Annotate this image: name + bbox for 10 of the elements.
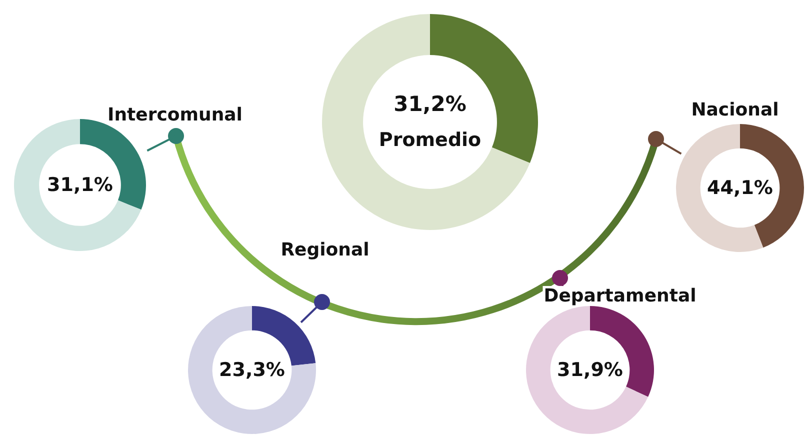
data-label: 31,9% bbox=[557, 359, 623, 381]
slice-label: Regional bbox=[280, 240, 370, 260]
data-label: 44,1% bbox=[707, 177, 773, 199]
slice-label: Nacional bbox=[691, 100, 779, 120]
data-label: 31,2% bbox=[394, 92, 466, 116]
slice-label: Intercomunal bbox=[108, 104, 242, 126]
legend-label: Departamental bbox=[544, 286, 696, 306]
data-label: 23,3% bbox=[219, 359, 285, 381]
slice-label: Promedio bbox=[378, 129, 482, 151]
data-label: 31,1% bbox=[47, 174, 113, 196]
